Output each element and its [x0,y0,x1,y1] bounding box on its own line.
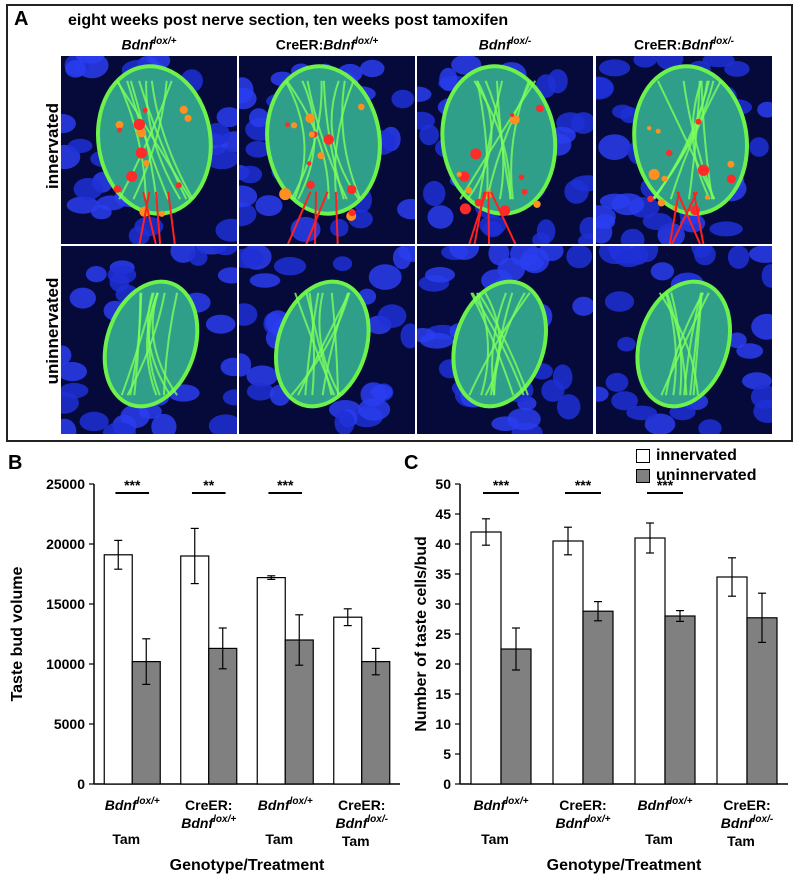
chart-c: 0 5 10 15 20 25 30 35 40 45 50 Number of taste cell… [400,470,800,890]
y-tick-label-4: 20 [435,656,451,672]
category-label-4: CreER: [723,797,770,813]
chart-b-svg: 0 5000 10000 15000 20000 25000 Taste bud volum… [9,476,400,874]
chart-legend: innervated uninnervated [636,446,756,486]
micrograph-innervated-3 [417,56,593,244]
category-label-line3-1: Tam [481,831,509,847]
bar-innervated-3 [634,537,666,785]
y-tick-label-5: 25000 [46,476,85,492]
category-label-line3-4: Tam [727,833,755,849]
category-label-3: Bdnflox/+ [638,796,693,813]
category-label-line2-2: Bdnflox/+ [181,814,236,831]
x-axis-label: Genotype/Treatment [170,857,325,874]
column-title-2: CreER:Bdnflox/+ [275,36,379,53]
x-axis-label: Genotype/Treatment [547,857,702,874]
bar-innervated-3 [256,576,286,785]
category-label-line3-4: Tam [342,833,370,849]
micrograph-uninnervated-2 [239,246,415,434]
category-label-line2-2: Bdnflox/+ [556,814,611,831]
legend-swatch-innervated [636,449,650,463]
significance-3: *** [277,477,294,493]
y-axis-label: Taste bud volume [9,566,26,701]
micrograph-innervated-2 [239,56,415,244]
micrograph-uninnervated-3 [417,246,593,434]
y-tick-label-7: 35 [435,566,451,582]
column-title-3: Bdnflox/- [478,36,532,53]
significance-2: ** [203,477,214,493]
bar-uninnervated-3 [664,615,696,785]
category-label-3: Bdnflox/+ [258,796,313,813]
y-tick-label-0: 0 [77,776,85,792]
bar-innervated-1 [103,554,133,785]
bar-uninnervated-1 [500,648,532,785]
chart-c-svg: 0 5 10 15 20 25 30 35 40 45 50 Number of taste cell… [413,476,788,874]
bar-uninnervated-2 [208,647,238,785]
y-axis-label: Number of taste cells/bud [413,536,430,732]
y-tick-label-9: 45 [435,506,451,522]
row-label-innervated: innervated [43,103,62,189]
chart-b: 0 5000 10000 15000 20000 25000 Taste bud volum… [0,470,400,890]
y-tick-label-10: 50 [435,476,451,492]
legend-label-innervated: innervated [656,447,737,464]
legend-label-uninnervated: uninnervated [656,467,757,484]
category-label-2: CreER: [559,797,606,813]
category-label-line3-1: Tam [112,831,140,847]
category-label-1: Bdnflox/+ [105,796,160,813]
significance-3: *** [657,477,674,493]
category-label-4: CreER: [338,797,385,813]
y-tick-label-1: 5 [443,746,451,762]
bar-innervated-4 [333,616,363,785]
row-label-uninnervated: uninnervated [43,277,62,385]
legend-item-uninnervated: uninnervated [636,466,756,486]
panel-a: A eight weeks post nerve section, ten we… [6,4,793,442]
category-label-line2-4: Bdnflox/- [336,814,389,831]
micrograph-uninnervated-4 [596,246,772,434]
y-tick-label-5: 25 [435,626,451,642]
micrograph-innervated-4 [596,56,772,244]
column-title-4: CreER:Bdnflox/- [634,36,734,53]
category-label-2: CreER: [185,797,232,813]
panel-b-label: B [8,452,23,474]
panel-c-label: C [404,452,419,474]
micrograph-uninnervated-1 [61,246,237,434]
y-tick-label-4: 20000 [46,536,85,552]
category-label-line2-4: Bdnflox/- [721,814,774,831]
micrograph-innervated-1 [61,56,237,244]
y-tick-label-3: 15 [435,686,451,702]
significance-1: *** [493,477,510,493]
bar-innervated-2 [552,540,584,785]
y-tick-label-2: 10 [435,716,451,732]
panel-a-label: A [14,8,29,30]
y-tick-label-2: 10000 [46,656,85,672]
y-tick-label-1: 5000 [54,716,85,732]
column-title-1: Bdnflox/+ [121,36,177,53]
category-label-line3-3: Tam [645,831,673,847]
legend-item-innervated: innervated [636,446,756,466]
y-tick-label-0: 0 [443,776,451,792]
y-tick-label-3: 15000 [46,596,85,612]
bar-innervated-4 [716,576,748,785]
category-label-1: Bdnflox/+ [474,796,529,813]
y-tick-label-8: 40 [435,536,451,552]
bar-uninnervated-4 [361,661,391,785]
legend-swatch-uninnervated [636,469,650,483]
bar-innervated-2 [180,555,210,785]
significance-1: *** [124,477,141,493]
y-tick-label-6: 30 [435,596,451,612]
bar-uninnervated-2 [582,610,614,785]
category-label-line3-3: Tam [265,831,293,847]
panel-a-title: eight weeks post nerve section, ten week… [68,12,509,29]
bar-innervated-1 [470,531,502,785]
significance-2: *** [575,477,592,493]
